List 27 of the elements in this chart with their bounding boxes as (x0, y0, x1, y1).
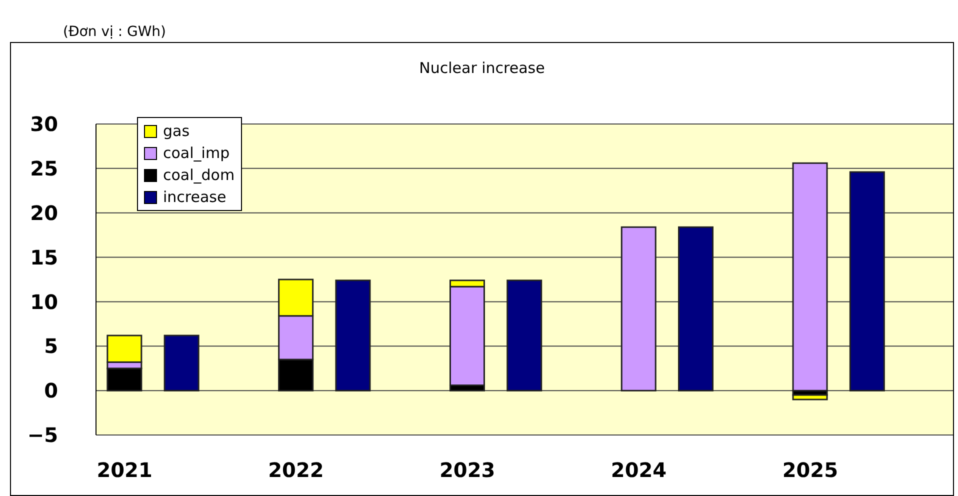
bar (849, 171, 885, 392)
legend-label: increase (162, 187, 228, 208)
bar (335, 280, 371, 392)
legend-label: gas (162, 121, 191, 142)
legend-label: coal_imp (162, 143, 231, 164)
bar (164, 334, 200, 392)
legend-label: coal_dom (162, 165, 235, 186)
x-tick-label: 2022 (268, 458, 324, 482)
y-tick-label: 20 (30, 200, 58, 225)
y-tick-label: 0 (44, 378, 58, 403)
x-tick-label: 2021 (96, 458, 152, 482)
y-tick-label: 30 (30, 112, 58, 136)
y-tick-label: 25 (30, 156, 58, 181)
bar (620, 226, 656, 392)
text: (Đơn vị : GWh) (63, 24, 166, 40)
bar (506, 280, 542, 392)
x-tick-label: 2023 (440, 458, 496, 482)
bar (792, 394, 828, 400)
x-tick-label: 2025 (782, 458, 838, 482)
y-tick-label: 5 (44, 334, 58, 358)
y-tick-label: 15 (30, 245, 58, 270)
x-tick-label: 2024 (610, 458, 667, 482)
bar (792, 162, 828, 392)
bar (678, 226, 714, 392)
y-tick-label: 10 (30, 290, 58, 314)
chart-title: Nuclear increase (418, 59, 546, 77)
y-tick-label: −5 (27, 423, 58, 448)
